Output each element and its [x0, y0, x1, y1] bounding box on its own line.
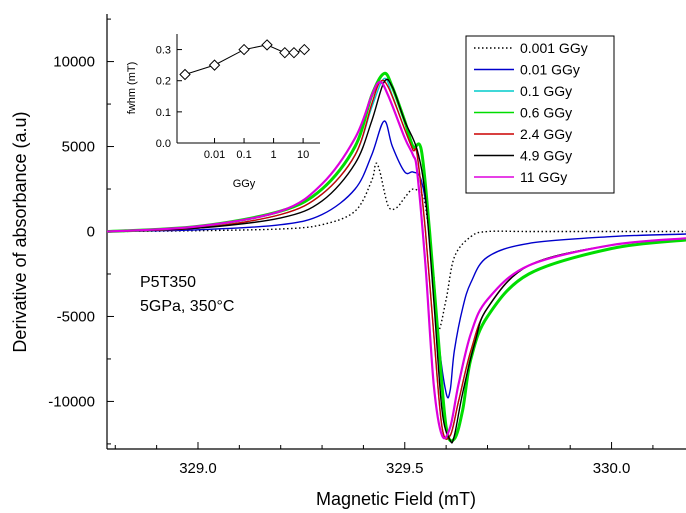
- inset-diamond-marker: [208, 59, 221, 71]
- series-line-0-001-ggy: [106, 162, 686, 332]
- main-series-group: [106, 71, 686, 444]
- inset-x-tick-label: 0.01: [204, 149, 225, 161]
- inset-x-tick-label: 0.1: [236, 149, 251, 161]
- legend-label: 0.01 GGy: [520, 62, 580, 78]
- inset-x-tick-label: 10: [297, 149, 309, 161]
- y-axis-title: Derivative of absorbance (a.u): [10, 111, 30, 352]
- annotation-sample-name: P5T350: [140, 274, 196, 291]
- y-tick-label: 5000: [62, 139, 95, 156]
- inset-diamond-marker: [179, 68, 191, 81]
- inset-diamond-marker: [261, 39, 273, 51]
- x-tick-label: 330.0: [593, 460, 631, 477]
- legend-label: 11 GGy: [520, 169, 567, 185]
- main-ticks: 329.0 329.5 330.0 10000 5000 0 -5000 -10000: [48, 18, 654, 477]
- legend-label: 2.4 GGy: [520, 126, 572, 142]
- y-tick-label: -5000: [57, 308, 95, 325]
- x-tick-label: 329.0: [179, 460, 217, 477]
- inset-x-tick-label: 1: [271, 149, 277, 161]
- inset-diamond-marker: [298, 43, 311, 56]
- inset-series-group: [179, 39, 311, 81]
- series-line-11-ggy: [106, 80, 686, 440]
- y-tick-label: -10000: [48, 393, 95, 410]
- inset-diamond-marker: [238, 43, 250, 56]
- inset-y-tick-label: 0.0: [156, 138, 171, 150]
- inset-ticks: 0.01 0.1 1 10 0.0 0.1 0.2 0.3: [156, 45, 310, 161]
- series-line-0-6-ggy: [106, 71, 686, 443]
- legend: 0.001 GGy 0.01 GGy 0.1 GGy 0.6 GGy 2.4 GGy 4.…: [465, 35, 615, 194]
- inset-y-axis-title: fwhm (mT): [126, 62, 138, 115]
- inset-plot: 0.01 0.1 1 10 0.0 0.1 0.2 0.3 GGy fwhm (mT): [126, 34, 320, 190]
- main-plot: 329.0 329.5 330.0 10000 5000 0 -5000 -10000 Mag…: [10, 14, 686, 509]
- annotation-conditions: 5GPa, 350°C: [140, 298, 234, 315]
- x-tick-label: 329.5: [386, 460, 424, 477]
- legend-box: [465, 35, 615, 194]
- legend-label: 4.9 GGy: [520, 148, 572, 164]
- inset-y-tick-label: 0.3: [156, 45, 171, 57]
- inset-y-tick-label: 0.2: [156, 76, 171, 88]
- legend-items: 0.001 GGy 0.01 GGy 0.1 GGy 0.6 GGy 2.4 GGy 4.…: [474, 40, 588, 185]
- series-line-4-9-ggy: [106, 78, 686, 444]
- inset-x-axis-title: GGy: [233, 178, 256, 190]
- legend-label: 0.001 GGy: [520, 40, 588, 56]
- y-tick-label: 0: [87, 224, 95, 241]
- y-tick-label: 10000: [53, 54, 95, 71]
- inset-diamond-marker: [288, 46, 300, 59]
- inset-y-tick-label: 0.1: [156, 107, 171, 119]
- inset-diamond-marker: [279, 46, 291, 59]
- x-axis-title: Magnetic Field (mT): [316, 489, 476, 509]
- legend-label: 0.6 GGy: [520, 105, 572, 121]
- legend-label: 0.1 GGy: [520, 83, 572, 99]
